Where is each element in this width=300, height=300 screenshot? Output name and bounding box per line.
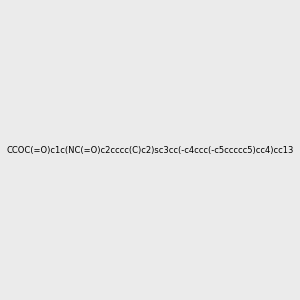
Text: CCOC(=O)c1c(NC(=O)c2cccc(C)c2)sc3cc(-c4ccc(-c5ccccc5)cc4)cc13: CCOC(=O)c1c(NC(=O)c2cccc(C)c2)sc3cc(-c4c… xyxy=(6,146,294,154)
